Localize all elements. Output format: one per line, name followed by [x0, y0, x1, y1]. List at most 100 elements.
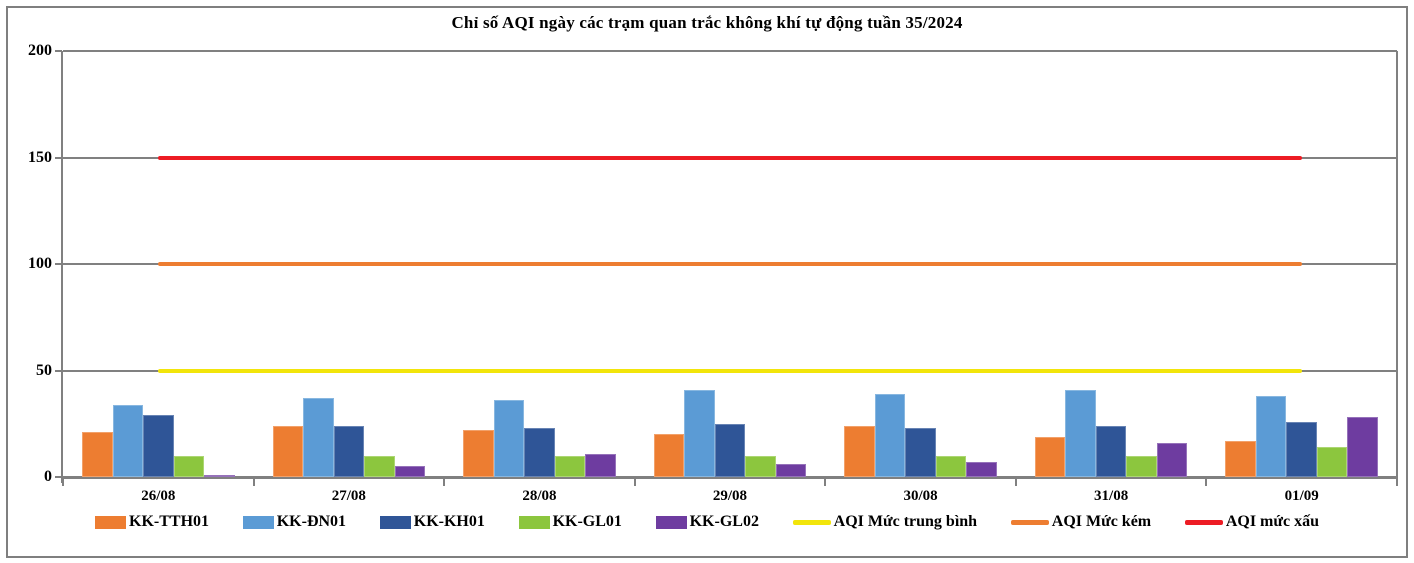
legend-item-KK-GL01: KK-GL01 — [518, 513, 622, 531]
legend-item-AQI Mức kém: AQI Mức kém — [1010, 513, 1152, 531]
y-tick-label-200: 200 — [28, 42, 52, 59]
bar-KK-GL02-26/08 — [204, 474, 235, 477]
bar-KK-KH01-29/08 — [714, 423, 746, 477]
ref-line-150 — [158, 155, 1302, 160]
bar-KK-GL01-26/08 — [173, 455, 205, 477]
bar-KK-KH01-27/08 — [333, 425, 365, 477]
legend-swatch-AQI mức xấu — [1184, 519, 1223, 525]
legend-label-KK-GL02: KK-GL02 — [689, 513, 759, 530]
x-tick-0 — [62, 479, 64, 486]
y-tick-50 — [55, 369, 62, 372]
legend-item-KK-TTH01: KK-TTH01 — [95, 513, 209, 531]
x-label-29/08: 29/08 — [712, 488, 748, 504]
x-axis-line — [61, 476, 1398, 479]
legend-item-AQI Mức trung bình: AQI Mức trung bình — [792, 513, 978, 531]
x-tick-1 — [252, 479, 255, 486]
legend-item-KK-ĐN01: KK-ĐN01 — [242, 513, 347, 531]
legend-swatch-KK-GL01 — [518, 515, 550, 529]
bar-KK-TTH01-28/08 — [463, 430, 494, 477]
legend-label-KK-GL01: KK-GL01 — [552, 513, 622, 530]
x-tick-4 — [824, 479, 827, 486]
bar-group-30/08 — [825, 51, 1016, 477]
y-tick-150 — [55, 156, 62, 159]
legend-label-AQI Mức trung bình: AQI Mức trung bình — [833, 513, 978, 530]
bar-KK-GL02-30/08 — [966, 462, 997, 477]
x-tick-7 — [1396, 479, 1398, 486]
x-tick-2 — [443, 479, 446, 486]
bar-KK-GL02-31/08 — [1156, 442, 1188, 477]
bar-group-31/08 — [1016, 51, 1207, 477]
x-label-26/08: 26/08 — [141, 488, 176, 504]
bar-group-29/08 — [635, 51, 826, 477]
gridline-200 — [63, 50, 1397, 52]
legend-label-KK-ĐN01: KK-ĐN01 — [276, 513, 347, 530]
y-tick-label-150: 150 — [28, 148, 52, 166]
bar-KK-GL02-28/08 — [585, 453, 616, 477]
y-tick-0 — [55, 476, 62, 478]
legend-swatch-KK-TTH01 — [95, 515, 126, 529]
bar-KK-ĐN01-01/09 — [1255, 396, 1287, 477]
bar-KK-TTH01-27/08 — [272, 425, 304, 477]
ref-line-50 — [158, 368, 1302, 373]
bar-KK-KH01-30/08 — [905, 428, 936, 477]
legend-item-AQI mức xấu: AQI mức xấu — [1184, 513, 1319, 531]
legend-swatch-KK-ĐN01 — [242, 515, 274, 529]
bar-KK-ĐN01-30/08 — [874, 393, 906, 477]
x-label-28/08: 28/08 — [522, 488, 557, 504]
bar-KK-KH01-01/09 — [1286, 421, 1317, 477]
bar-KK-GL01-28/08 — [554, 455, 586, 477]
x-label-27/08: 27/08 — [331, 488, 366, 504]
bar-KK-GL02-01/09 — [1347, 417, 1378, 477]
bar-KK-GL01-31/08 — [1126, 455, 1157, 477]
bar-KK-KH01-28/08 — [524, 428, 555, 477]
x-label-01/09: 01/09 — [1284, 488, 1319, 504]
y-tick-label-0: 0 — [44, 468, 52, 485]
bar-KK-TTH01-26/08 — [82, 432, 113, 477]
bar-KK-GL01-30/08 — [935, 455, 967, 477]
y-tick-200 — [55, 50, 62, 52]
plot-right-border — [1396, 51, 1398, 477]
legend-swatch-KK-KH01 — [379, 515, 411, 529]
bar-KK-GL02-27/08 — [394, 466, 426, 477]
legend-label-AQI Mức kém: AQI Mức kém — [1051, 513, 1152, 530]
bar-KK-KH01-26/08 — [143, 415, 174, 477]
bar-KK-ĐN01-27/08 — [303, 398, 334, 477]
bar-KK-ĐN01-26/08 — [112, 404, 144, 477]
bar-KK-ĐN01-29/08 — [684, 389, 715, 477]
bar-group-01/09 — [1206, 51, 1397, 477]
bar-KK-TTH01-31/08 — [1034, 436, 1066, 477]
bar-KK-GL02-29/08 — [775, 464, 807, 477]
legend-item-KK-GL02: KK-GL02 — [655, 513, 759, 531]
y-axis-line — [61, 51, 63, 483]
x-tick-6 — [1205, 479, 1208, 486]
bar-group-28/08 — [444, 51, 635, 477]
y-tick-label-100: 100 — [28, 255, 52, 272]
y-tick-label-50: 50 — [36, 361, 52, 379]
bar-KK-TTH01-29/08 — [653, 434, 685, 477]
legend-swatch-AQI Mức kém — [1010, 519, 1049, 525]
bar-group-27/08 — [254, 51, 445, 477]
bar-group-26/08 — [63, 51, 254, 477]
legend-label-KK-KH01: KK-KH01 — [413, 513, 485, 530]
bar-KK-TTH01-30/08 — [844, 425, 875, 477]
bar-KK-KH01-31/08 — [1095, 425, 1127, 477]
ref-line-100 — [158, 262, 1302, 266]
legend: KK-TTH01 KK-ĐN01 KK-KH01 KK-GL01 KK-GL02 AQI … — [95, 513, 1319, 531]
bar-KK-GL01-01/09 — [1316, 447, 1348, 477]
legend-swatch-AQI Mức trung bình — [792, 519, 831, 525]
legend-item-KK-KH01: KK-KH01 — [379, 513, 485, 531]
bar-KK-ĐN01-28/08 — [493, 400, 525, 477]
y-tick-100 — [55, 263, 62, 265]
chart-title: Chỉ số AQI ngày các trạm quan trắc không… — [451, 13, 963, 32]
x-tick-5 — [1014, 479, 1017, 486]
x-tick-3 — [633, 479, 636, 486]
bar-KK-ĐN01-31/08 — [1065, 389, 1096, 477]
x-label-30/08: 30/08 — [903, 488, 938, 504]
bar-KK-GL01-27/08 — [364, 455, 395, 477]
bar-KK-TTH01-01/09 — [1225, 440, 1256, 477]
bar-KK-GL01-29/08 — [745, 455, 776, 477]
legend-label-KK-TTH01: KK-TTH01 — [129, 513, 210, 530]
legend-swatch-KK-GL02 — [655, 515, 687, 529]
x-label-31/08: 31/08 — [1094, 488, 1129, 504]
